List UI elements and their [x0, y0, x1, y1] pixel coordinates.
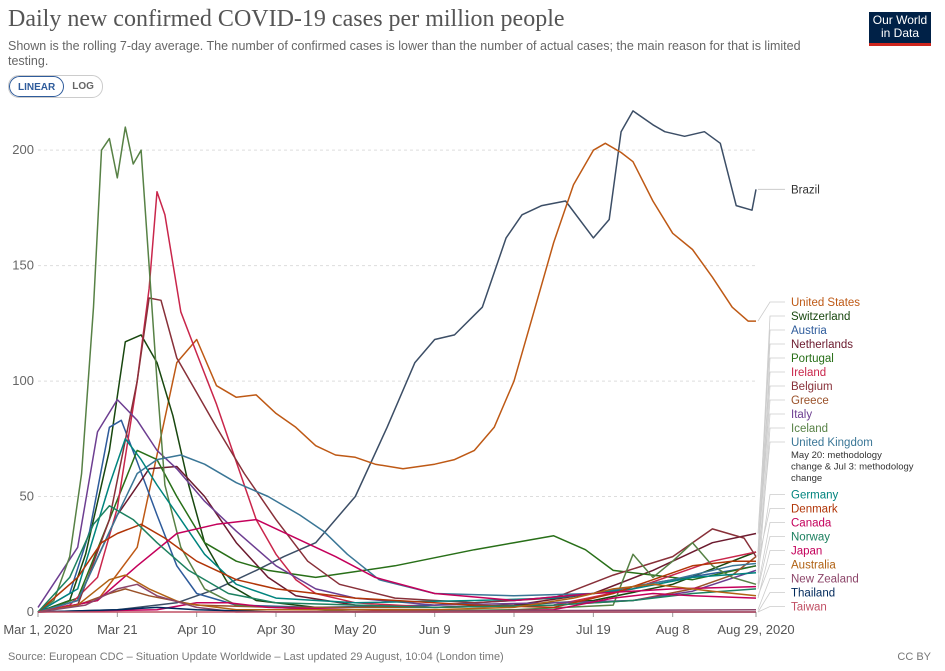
label-connector — [757, 301, 785, 322]
chart-title: Daily new confirmed COVID-19 cases per m… — [8, 6, 565, 32]
series-line-belgium[interactable] — [37, 297, 757, 613]
series-line-canada[interactable] — [37, 518, 757, 613]
series-line-italy[interactable] — [37, 398, 757, 608]
series-line-norway[interactable] — [37, 505, 757, 613]
series-label[interactable]: Switzerland — [791, 311, 850, 323]
x-tick-label: Aug 8 — [656, 622, 690, 637]
series-label[interactable]: Thailand — [791, 588, 835, 600]
label-connector — [757, 427, 785, 585]
x-tick-label: May 20 — [334, 622, 377, 637]
y-tick-label: 0 — [27, 604, 34, 619]
source-note: Source: European CDC – Situation Update … — [8, 651, 504, 663]
y-tick-label: 200 — [12, 142, 34, 157]
series-annotation: change & Jul 3: methodology — [791, 462, 914, 473]
series-label[interactable]: Brazil — [791, 184, 820, 196]
label-connector — [757, 371, 785, 552]
y-axis: 0 50 100 150 200 — [12, 142, 34, 619]
owid-logo[interactable]: Our World in Data — [869, 12, 931, 46]
series-label[interactable]: New Zealand — [791, 574, 859, 586]
series-label[interactable]: Austria — [791, 325, 827, 337]
series-label[interactable]: Norway — [791, 532, 830, 544]
series-line-denmark[interactable] — [37, 523, 756, 613]
series-label[interactable]: Belgium — [791, 381, 833, 393]
label-connector — [757, 413, 785, 571]
series-line-germany[interactable] — [37, 438, 757, 613]
series-line-portugal[interactable] — [37, 449, 757, 613]
series-label[interactable]: Ireland — [791, 367, 826, 379]
x-tick-label: Jun 9 — [419, 622, 451, 637]
series-line-ireland[interactable] — [37, 190, 757, 613]
label-connector — [757, 522, 785, 587]
label-connector — [757, 441, 785, 564]
x-tick-label: Jul 19 — [576, 622, 611, 637]
series-line-united-states[interactable] — [37, 142, 756, 613]
label-connector — [757, 508, 785, 562]
license-link[interactable]: CC BY — [897, 651, 931, 663]
series-label[interactable]: United States — [791, 297, 860, 309]
series-label[interactable]: Taiwan — [791, 602, 827, 614]
x-tick-label: Apr 10 — [178, 622, 216, 637]
series-label[interactable]: Italy — [791, 409, 812, 421]
y-tick-label: 150 — [12, 258, 34, 273]
series-label[interactable]: Germany — [791, 490, 839, 502]
series-label[interactable]: Japan — [791, 546, 822, 558]
series-line-brazil[interactable] — [37, 110, 757, 613]
scale-log-button[interactable]: LOG — [72, 81, 94, 92]
chart-subtitle: Shown is the rolling 7-day average. The … — [8, 39, 801, 68]
y-tick-label: 100 — [12, 373, 34, 388]
series-label[interactable]: Netherlands — [791, 339, 853, 351]
series-label[interactable]: Australia — [791, 560, 836, 572]
scale-toggle: LINEAR LOG — [8, 75, 103, 98]
x-tick-label: Mar 1, 2020 — [3, 622, 72, 637]
series-line-netherlands[interactable] — [37, 465, 757, 613]
x-tick-label: Aug 29, 2020 — [717, 622, 794, 637]
logo-line-1: Our World — [872, 13, 928, 27]
series-label[interactable]: Canada — [791, 518, 832, 530]
series-annotation: change — [791, 473, 822, 484]
scale-linear-button[interactable]: LINEAR — [9, 76, 65, 97]
x-tick-label: Jun 29 — [494, 622, 533, 637]
label-connector — [757, 578, 785, 610]
label-connector — [757, 536, 785, 589]
label-connector — [757, 592, 785, 613]
label-connector — [757, 494, 785, 573]
label-connector — [757, 550, 785, 599]
label-connector — [757, 564, 785, 596]
series-labels: Brazil United States Switzerland Austria Net… — [757, 184, 914, 614]
series-label[interactable]: Iceland — [791, 423, 828, 435]
series-label[interactable]: Denmark — [791, 504, 838, 516]
series-line-iceland[interactable] — [37, 126, 757, 613]
series-label[interactable]: Greece — [791, 395, 829, 407]
series-line-australia[interactable] — [37, 574, 757, 613]
series-annotation: May 20: methodology — [791, 450, 882, 461]
series-label[interactable]: Portugal — [791, 353, 834, 365]
series-label[interactable]: United Kingdom — [791, 437, 873, 449]
y-tick-label: 50 — [20, 489, 34, 504]
label-connector — [757, 606, 785, 613]
series-lines — [37, 110, 757, 613]
x-tick-label: Apr 30 — [257, 622, 295, 637]
label-connector — [757, 399, 785, 557]
x-axis: Mar 1, 2020 Mar 21 Apr 10 Apr 30 May 20 Jun 9… — [3, 611, 795, 637]
label-connector — [757, 343, 785, 534]
x-tick-label: Mar 21 — [97, 622, 137, 637]
logo-line-2: in Data — [880, 26, 920, 40]
